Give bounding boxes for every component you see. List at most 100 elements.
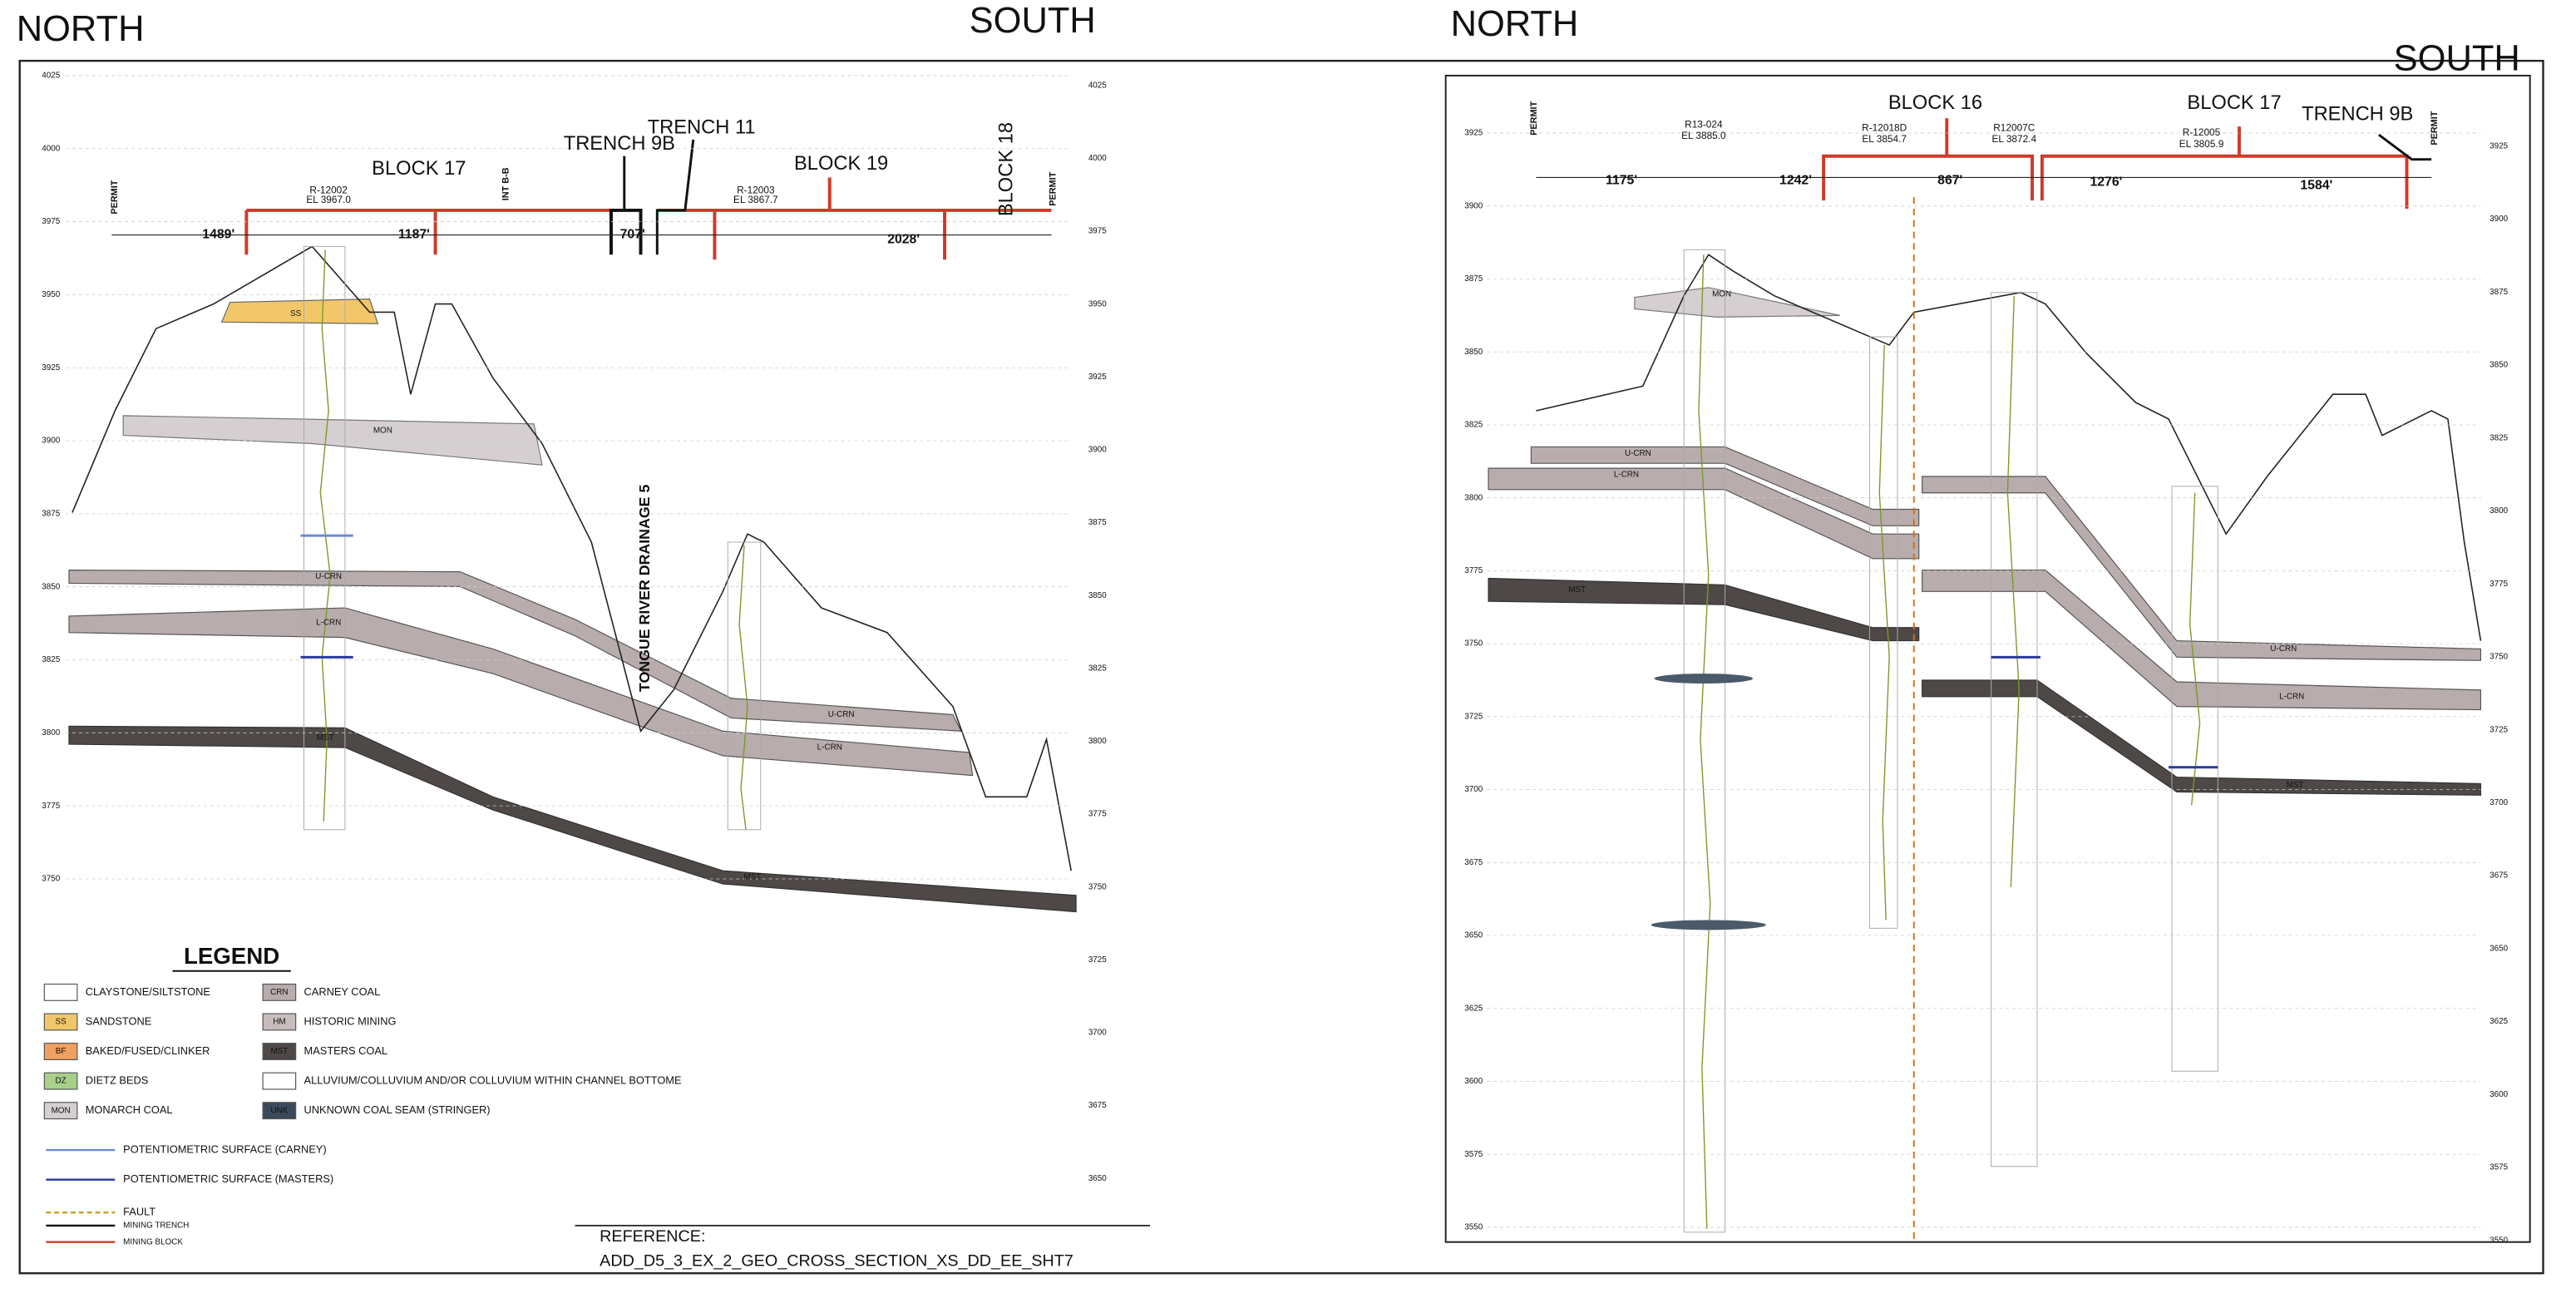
label: EL 3967.0: [306, 194, 351, 205]
axis-label: 3725: [1088, 955, 1107, 965]
label: 1276': [2090, 175, 2122, 190]
label: BLOCK 16: [1888, 92, 1982, 114]
label: R-12018D: [1862, 121, 1907, 133]
sheet-frame: [18, 59, 2544, 1275]
axis-label: 3900: [1088, 446, 1107, 455]
legend-swatch: [262, 1013, 297, 1031]
axis-label: 3550: [2490, 1236, 2508, 1245]
legend-label: MINING BLOCK: [123, 1237, 183, 1246]
axis-label: 3850: [2490, 361, 2508, 370]
axis-label: 3625: [2490, 1017, 2508, 1026]
legend-code: SS: [56, 1018, 67, 1027]
axis-label: 3975: [1088, 227, 1107, 236]
heading: NORTH: [1451, 4, 1579, 44]
axis-label: 3850: [1464, 348, 1483, 357]
axis-label: 3975: [42, 217, 60, 226]
axis-label: 3950: [42, 290, 60, 299]
axis-label: 3775: [1464, 566, 1483, 575]
reference: REFERENCE:: [600, 1227, 705, 1246]
axis-label: 3775: [42, 802, 60, 811]
legend-swatch: [262, 983, 297, 1001]
label: EL 3854.7: [1862, 133, 1907, 145]
label: PERMIT: [1048, 171, 1058, 205]
label: 1187': [398, 228, 430, 242]
legend-code: MST: [270, 1047, 288, 1056]
label: R12007C: [1993, 121, 2035, 133]
axis-label: 3700: [1464, 785, 1483, 794]
label: R-12002: [309, 184, 347, 195]
axis-label: 3875: [1088, 518, 1107, 527]
right-geology: [1488, 118, 2482, 1241]
label: EL 3872.4: [1991, 133, 2036, 145]
label: 1175': [1606, 174, 1637, 188]
legend-label: DIETZ BEDS: [86, 1073, 149, 1086]
legend-title: LEGEND: [184, 943, 279, 969]
label: PERMIT: [1529, 101, 1539, 135]
label: L-CRN: [2279, 692, 2304, 701]
label: BLOCK 17: [2187, 92, 2281, 114]
label: 1489': [202, 228, 234, 242]
axis-label: 3750: [2490, 653, 2508, 662]
legend-label: CLAYSTONE/SILTSTONE: [86, 985, 210, 998]
axis-label: 3925: [1088, 373, 1107, 382]
label: R-12003: [737, 184, 775, 195]
heading: NORTH: [17, 9, 145, 49]
legend-code: UNK: [270, 1106, 288, 1115]
axis-label: 4000: [42, 144, 60, 153]
label: TONGUE RIVER DRAINAGE 5: [636, 485, 653, 693]
axis-label: 3900: [2490, 215, 2508, 224]
legend-code: DZ: [56, 1077, 67, 1086]
legend-code: CRN: [270, 988, 288, 997]
axis-label: 3925: [2490, 141, 2508, 151]
label: TRENCH 9B: [564, 133, 675, 155]
label: BLOCK 19: [794, 153, 888, 175]
axis-label: 4025: [1088, 81, 1107, 90]
axis-label: 3650: [1088, 1174, 1107, 1183]
legend-swatch: [43, 983, 78, 1001]
heading: SOUTH: [2394, 39, 2520, 79]
axis-label: 3950: [1088, 299, 1107, 308]
axis-label: 3850: [1088, 591, 1107, 600]
legend-art: [172, 970, 1151, 1226]
axis-label: 3575: [2490, 1163, 2508, 1172]
axis-label: 3700: [2490, 798, 2508, 807]
legend-swatch: [262, 1072, 297, 1090]
axis-label: 3575: [1464, 1150, 1483, 1159]
label: 867': [1937, 174, 1962, 188]
label: MST: [1568, 585, 1586, 595]
label: EL 3805.9: [2179, 138, 2224, 150]
axis-label: 3875: [42, 509, 60, 518]
axis-label: 3625: [1464, 1004, 1483, 1013]
label: 1242': [1779, 174, 1812, 188]
legend-code: HM: [273, 1018, 285, 1027]
axis-label: 3875: [1464, 274, 1483, 284]
axis-label: 3775: [2490, 580, 2508, 589]
legend-label: MONARCH COAL: [86, 1103, 173, 1116]
axis-label: 3825: [42, 655, 60, 664]
label: MST: [743, 873, 761, 882]
legend-label: SANDSTONE: [86, 1014, 152, 1027]
legend-label: MINING TRENCH: [123, 1221, 189, 1231]
label: MON: [1712, 289, 1731, 299]
axis-label: 3850: [42, 582, 60, 591]
label: MON: [373, 426, 392, 435]
label: EL 3885.0: [1681, 130, 1726, 141]
axis-label: 3800: [1464, 493, 1483, 502]
axis-label: 3650: [1464, 931, 1483, 940]
label: R13-024: [1685, 118, 1723, 130]
label: L-CRN: [1614, 471, 1639, 480]
label: 1584': [2300, 178, 2332, 192]
label: SS: [290, 309, 302, 318]
label: BLOCK 17: [372, 158, 466, 180]
axis-label: 3725: [1464, 712, 1483, 721]
legend-swatch: [43, 1013, 78, 1031]
legend-label: POTENTIOMETRIC SURFACE (MASTERS): [123, 1172, 333, 1185]
legend-swatch: [43, 1043, 78, 1060]
label: L-CRN: [817, 743, 842, 753]
axis-label: 3600: [1464, 1077, 1483, 1086]
legend-swatch: [43, 1102, 78, 1120]
legend-label: POTENTIOMETRIC SURFACE (CARNEY): [123, 1142, 326, 1155]
axis-label: 3550: [1464, 1223, 1483, 1232]
axis-label: 3675: [1088, 1101, 1107, 1110]
